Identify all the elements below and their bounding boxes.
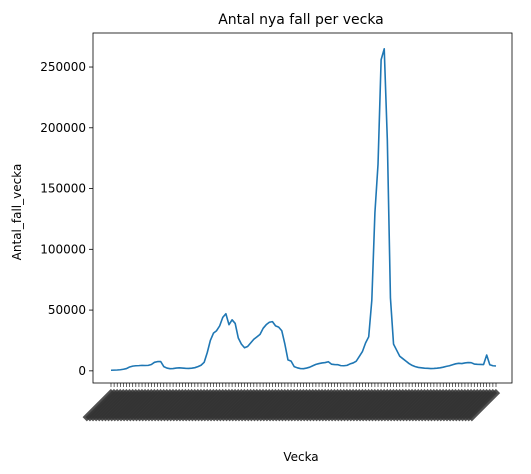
x-tick-label	[467, 388, 501, 422]
series-line	[110, 47, 497, 372]
y-tick-label: 50000	[48, 303, 86, 317]
chart-title: Antal nya fall per vecka	[218, 12, 384, 28]
y-tick-label: 0	[78, 364, 86, 378]
x-axis-label: Vecka	[283, 450, 318, 464]
y-tick-label: 200000	[40, 121, 86, 135]
plot-frame	[92, 32, 513, 384]
y-tick-label: 250000	[40, 60, 86, 74]
y-tick-label: 100000	[40, 242, 86, 256]
plot-area: 0 50000 100000 150000 200000 250000	[40, 32, 513, 422]
y-axis-label: Antal_fall_vecka	[10, 164, 24, 261]
y-tick-label: 150000	[40, 182, 86, 196]
